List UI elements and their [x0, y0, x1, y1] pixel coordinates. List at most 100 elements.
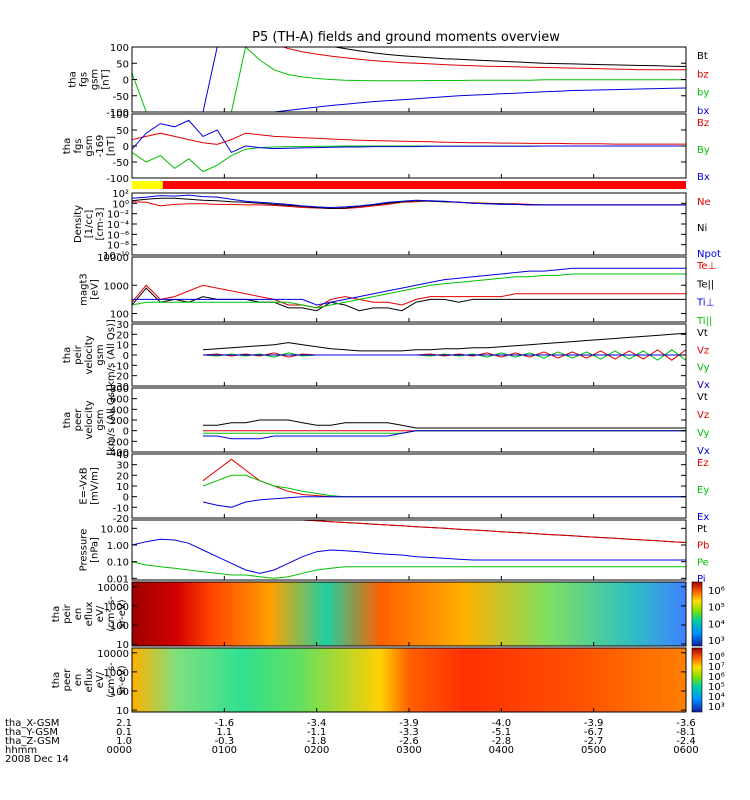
legend-Bx: Bx	[697, 172, 710, 183]
panel-frame	[131, 453, 687, 519]
series-line-Ez	[202, 458, 686, 498]
legend-Ey: Ey	[697, 485, 709, 496]
panel-6: Vt Vz Vy Vx 8006004002000-200-400thapeervelo…	[62, 384, 710, 459]
orbit-value: -0.3	[215, 736, 235, 747]
orbit-value: 0600	[673, 745, 698, 756]
colorbar-tick-label: 10⁶	[708, 586, 725, 597]
series-line-Pi	[132, 538, 686, 574]
legend-Ti||: Ti||	[696, 316, 712, 327]
orbit-value: -3.9	[399, 718, 419, 729]
legend-by: by	[697, 88, 709, 99]
legend-Vy: Vy	[697, 428, 710, 439]
y-tick-label: 50	[116, 59, 129, 70]
orbit-row-label: tha_Y-GSM	[5, 727, 58, 738]
legend-Ti⊥: Ti⊥	[696, 298, 714, 309]
legend-Pe: Pe	[697, 557, 709, 568]
y-tick-label: 100	[110, 621, 129, 632]
series-line-Bx	[132, 119, 686, 154]
legend-Ne: Ne	[697, 197, 711, 208]
series-line-by	[132, 47, 686, 112]
y-tick-label: 10000	[97, 649, 129, 660]
legend-Ex: Ex	[697, 512, 709, 523]
colorbar-tick-label: 10⁵	[708, 603, 725, 614]
colorbar	[691, 647, 703, 713]
orbit-value: 0000	[107, 745, 132, 756]
colorbar-tick-label: 10⁸	[708, 652, 725, 663]
legend-Bt: Bt	[697, 51, 708, 62]
orbit-value: -2.8	[492, 736, 512, 747]
series-line-By	[132, 145, 686, 173]
y-tick-label: 20	[116, 471, 129, 482]
y-tick-label: 600	[110, 395, 129, 406]
series-line-Vy	[202, 349, 686, 361]
y-tick-label: -50	[113, 158, 129, 169]
y-tick-label: 40	[116, 450, 129, 461]
y-axis-label: E=-VxB[mV/m]	[79, 467, 101, 505]
y-tick-label: 10⁻²	[107, 210, 129, 221]
y-axis-label: thapeirvelocitygsm[km/s (All Qs)]	[62, 319, 117, 391]
y-tick-label: 200	[110, 416, 129, 427]
legend-Vz: Vz	[697, 345, 709, 356]
orbit-value: 0300	[396, 745, 421, 756]
panel-8: Pt Pb Pe Pi 10.00 1.00 0.10 0.01 Pressure[nPa]	[79, 519, 709, 585]
y-tick-label: 10	[116, 706, 129, 717]
colorbar-tick-label: 10⁶	[708, 672, 725, 683]
y-tick-label: 10⁻⁴	[107, 220, 129, 231]
y-tick-label: 0	[123, 493, 129, 504]
series-line-Ti⊥	[132, 267, 686, 306]
y-tick-label: -20	[113, 372, 129, 383]
legend-Npot: Npot	[697, 249, 721, 260]
series-line-Vz	[202, 349, 686, 361]
y-axis-label: Density[1/cc][cm-3]	[73, 205, 106, 243]
legend-Vx: Vx	[697, 380, 710, 391]
panels: Btbzbybx100500-50-100thafgsgsm[nT]BzByBx…	[51, 43, 725, 717]
series-line-Vt	[202, 332, 686, 352]
series-line-Bz	[132, 132, 686, 145]
y-axis-label: thapeerenefluxeV/(cm²-s-sr-eV)	[51, 662, 128, 698]
orbit-value: 0100	[212, 745, 237, 756]
orbit-value: 0200	[304, 745, 329, 756]
panel-2: Bz By Bx 100 50 0 -50 -100 thafgsgsm-169[nT]	[62, 110, 710, 185]
y-tick-label: 10000	[97, 583, 129, 594]
panel-5: Vt Vz Vy Vx 3020100-10-20-30thapeirvelocityg…	[62, 319, 710, 393]
legend-Ez: Ez	[697, 458, 709, 469]
spectrogram-fill	[132, 582, 686, 646]
y-tick-label: -30	[113, 382, 129, 393]
orbit-value: -3.9	[584, 718, 604, 729]
y-axis-label: thapeervelocitygsm[km/s (All Qs)]	[62, 384, 117, 456]
orbit-row-label: tha_Z-GSM	[5, 736, 60, 747]
series-line-Vt	[203, 419, 686, 429]
orbit-value: -1.1	[307, 727, 327, 738]
colorbar-tick-label: 10⁷	[708, 662, 725, 673]
legend-By: By	[697, 145, 710, 156]
y-tick-label: 100	[110, 110, 129, 121]
y-tick-label: 10⁻⁶	[107, 230, 129, 241]
y-axis-label: Pressure[nPa]	[79, 529, 101, 572]
y-tick-label: 10	[116, 640, 129, 651]
orbit-value: 1.1	[216, 727, 232, 738]
orbit-value: 2.1	[116, 718, 132, 729]
status-segment	[162, 181, 686, 189]
y-tick-label: -100	[106, 174, 129, 185]
y-tick-label: -10	[113, 503, 129, 514]
colorbar	[691, 581, 703, 647]
y-tick-label: 10⁻⁸	[107, 241, 129, 252]
date-label: 2008 Dec 14	[5, 754, 69, 765]
colorbar-tick-label: 10⁵	[708, 682, 725, 693]
orbit-value: -2.4	[676, 736, 696, 747]
orbit-row-label: tha_X-GSM	[5, 718, 59, 729]
y-tick-label: 50	[116, 126, 129, 137]
y-tick-label: 0	[123, 142, 129, 153]
status-bar	[132, 181, 686, 189]
series-line-bz	[282, 47, 686, 71]
panel-1: Bt bz by bx 100 50 0 -50 -100 thafgsgsm[nT]	[68, 43, 710, 119]
legend-Vt: Vt	[697, 328, 708, 339]
panel-9: 10⁶ 10⁵ 10⁴ 10³ 10000 1000 100 10 thapeireneflux…	[51, 581, 725, 651]
orbit-value: -3.4	[307, 718, 327, 729]
y-tick-label: -10	[113, 361, 129, 372]
y-tick-label: 1000	[104, 602, 129, 613]
orbit-value: -3.6	[676, 718, 696, 729]
orbit-value: -4.0	[492, 718, 512, 729]
